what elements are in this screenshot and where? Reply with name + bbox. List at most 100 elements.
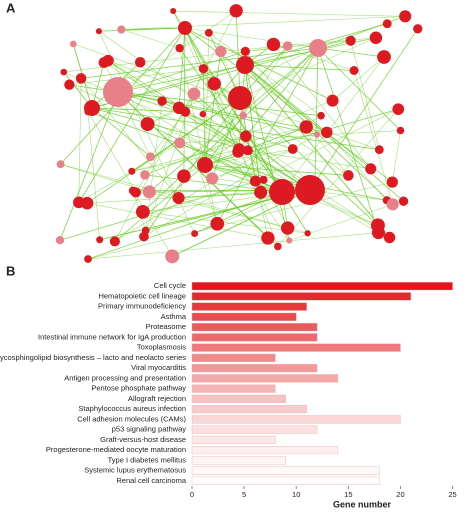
edge xyxy=(117,91,293,150)
edge xyxy=(309,28,419,191)
node xyxy=(266,37,281,52)
node xyxy=(80,196,94,210)
node xyxy=(242,145,253,156)
node xyxy=(172,191,185,205)
category-label: Graft-versus-host disease xyxy=(100,435,186,444)
node xyxy=(261,231,275,245)
category-label: Toxoplasmosis xyxy=(137,343,186,352)
node xyxy=(309,39,327,57)
edge xyxy=(91,107,186,113)
node xyxy=(377,50,391,64)
node xyxy=(117,25,126,34)
node xyxy=(197,157,213,173)
node xyxy=(204,28,213,37)
x-tick-label: 20 xyxy=(396,490,404,499)
edge xyxy=(117,91,327,133)
category-label: Viral myocarditis xyxy=(131,363,186,372)
node xyxy=(254,185,268,199)
edge xyxy=(204,51,222,166)
edge xyxy=(117,91,279,247)
bar xyxy=(191,302,307,311)
node xyxy=(232,145,245,158)
edge xyxy=(173,10,406,17)
node xyxy=(240,46,250,57)
edge xyxy=(149,47,319,193)
edge xyxy=(91,107,380,151)
edge xyxy=(204,148,293,166)
edge xyxy=(212,148,293,179)
node xyxy=(345,35,356,46)
bar xyxy=(191,446,339,455)
bar xyxy=(191,282,453,291)
network xyxy=(55,4,423,264)
node xyxy=(70,40,77,48)
node xyxy=(343,170,354,181)
edge xyxy=(69,84,379,226)
edge xyxy=(245,51,349,176)
edge xyxy=(183,27,186,177)
node xyxy=(399,10,412,23)
edge xyxy=(88,232,379,260)
node xyxy=(286,237,293,244)
edge xyxy=(208,32,322,116)
node xyxy=(165,249,180,264)
edge xyxy=(317,47,379,233)
node xyxy=(206,172,219,185)
category-label: Staphylococcus aureus infection xyxy=(78,404,186,413)
edge xyxy=(131,126,307,172)
edge xyxy=(59,91,119,241)
panel-label: B xyxy=(6,263,15,278)
edge xyxy=(213,83,279,247)
node xyxy=(109,236,120,247)
node xyxy=(295,175,325,205)
edge xyxy=(216,47,319,224)
edge xyxy=(244,64,371,170)
bar xyxy=(191,466,380,475)
category-label: p53 signaling pathway xyxy=(112,425,186,434)
node xyxy=(177,169,191,183)
node xyxy=(287,144,298,154)
node xyxy=(140,170,150,180)
edge xyxy=(244,64,261,193)
node xyxy=(210,216,225,231)
edge xyxy=(178,27,186,108)
node xyxy=(229,4,243,18)
x-axis-label: Gene number xyxy=(333,499,392,509)
edge xyxy=(208,32,241,99)
node xyxy=(56,160,65,169)
node xyxy=(64,79,75,90)
node xyxy=(84,100,100,116)
node xyxy=(280,221,295,235)
edge xyxy=(150,111,186,157)
node xyxy=(198,64,209,74)
bar xyxy=(191,435,276,444)
category-label: Cell cycle xyxy=(154,281,186,290)
category-label: Proteasome xyxy=(146,322,186,331)
node xyxy=(370,218,385,233)
node xyxy=(170,8,177,15)
edge xyxy=(87,181,393,260)
node xyxy=(207,76,221,91)
bar xyxy=(191,405,307,414)
node xyxy=(392,103,405,116)
bar xyxy=(191,312,297,321)
edge xyxy=(244,64,290,241)
node xyxy=(180,106,191,117)
node xyxy=(304,230,311,237)
node xyxy=(95,28,103,35)
node xyxy=(321,126,333,139)
node xyxy=(317,111,325,120)
node xyxy=(55,236,65,245)
node xyxy=(134,56,146,68)
category-label: Primary immunodeficiency xyxy=(98,302,186,311)
node xyxy=(128,167,136,175)
bar xyxy=(191,292,412,301)
node xyxy=(60,68,68,76)
node xyxy=(199,110,207,118)
node xyxy=(386,176,398,188)
node xyxy=(146,152,155,162)
bar xyxy=(191,384,276,393)
node xyxy=(140,117,155,132)
edge xyxy=(80,78,179,199)
node xyxy=(84,255,92,263)
